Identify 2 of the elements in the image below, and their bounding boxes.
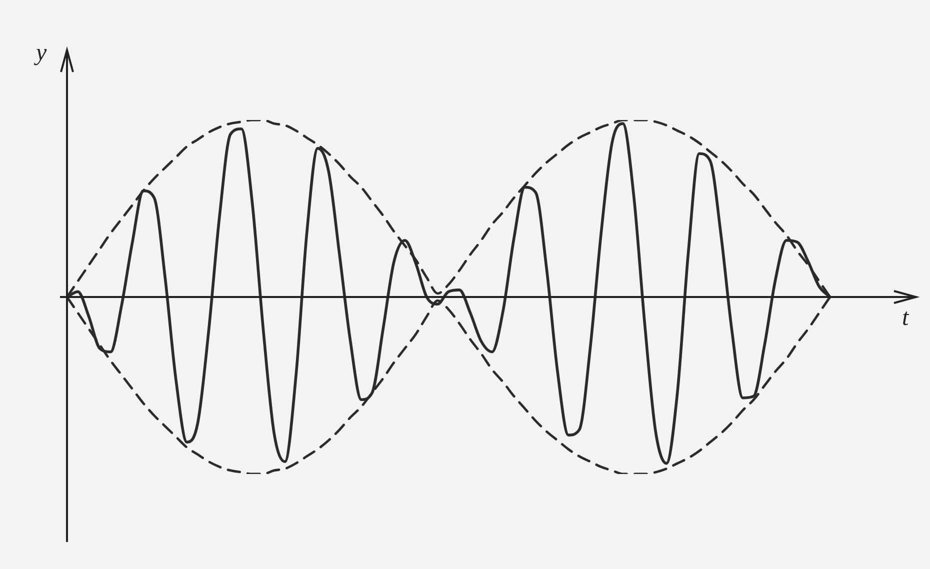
x-axis-title: t	[902, 305, 909, 332]
y-axis-title: y	[36, 40, 47, 67]
